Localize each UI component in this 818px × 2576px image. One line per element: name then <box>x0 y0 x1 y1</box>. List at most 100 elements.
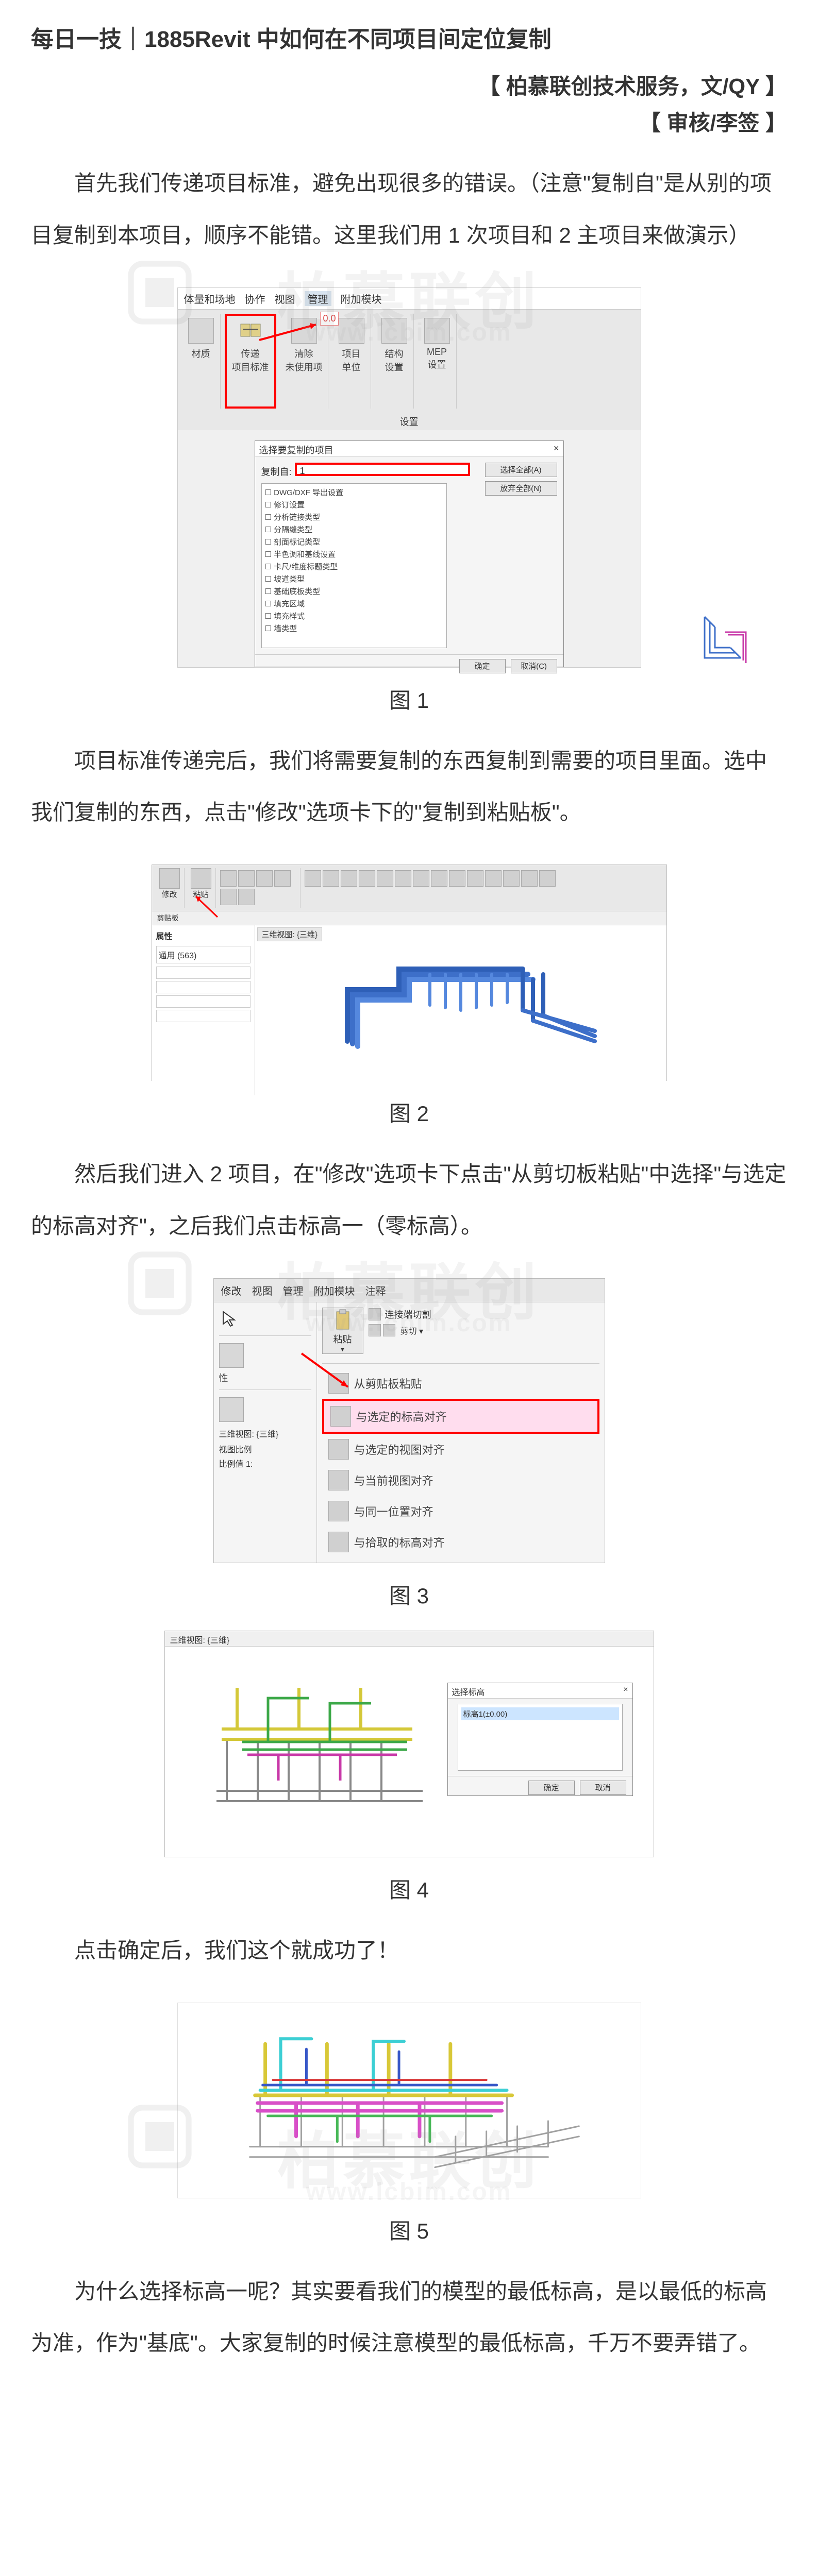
tool-button[interactable] <box>220 870 237 887</box>
align-picked-level-item[interactable]: 与拾取的标高对齐 <box>322 1527 599 1557</box>
tool-button[interactable] <box>238 889 255 905</box>
ribbon-tab[interactable]: 视图 <box>275 291 295 306</box>
tool-button[interactable] <box>539 870 556 887</box>
tool-button[interactable] <box>467 870 483 887</box>
figure-3-block: 柏慕联创 www.lcbim.com 修改 视图 管理 附加模块 注释 性 三维… <box>31 1273 787 1610</box>
tool-button[interactable] <box>395 870 411 887</box>
paragraph-5: 为什么选择标高一呢？其实要看我们的模型的最低标高，是以最低的标高为准，作为"基底… <box>31 2266 787 2370</box>
list-item[interactable]: 卡尺/维度标题类型 <box>265 561 443 573</box>
list-item[interactable]: 分隔缝类型 <box>265 524 443 536</box>
ribbon-tab[interactable]: 视图 <box>252 1283 273 1298</box>
dialog-titlebar: 选择要复制的项目 × <box>255 441 563 456</box>
cancel-button[interactable]: 取消 <box>580 1781 626 1795</box>
structural-settings-button[interactable] <box>381 318 407 344</box>
pipe-model-icon <box>306 938 615 1082</box>
cancel-button[interactable]: 取消(C) <box>511 659 557 673</box>
tool-button[interactable] <box>238 870 255 887</box>
list-item[interactable]: 墙类型 <box>265 623 443 635</box>
close-icon[interactable]: × <box>623 1685 628 1696</box>
list-item[interactable]: 填充区域 <box>265 598 443 611</box>
ribbon-tab[interactable]: 修改 <box>221 1283 242 1298</box>
ribbon-tab[interactable]: 体量和场地 <box>184 291 236 306</box>
property-row[interactable] <box>156 995 251 1008</box>
view-icon[interactable] <box>219 1397 244 1422</box>
paste-button[interactable] <box>191 868 211 889</box>
close-icon[interactable]: × <box>554 443 559 454</box>
figure-4-caption: 图 4 <box>389 1873 429 1904</box>
tool-button[interactable] <box>359 870 375 887</box>
ribbon-tab[interactable]: 协作 <box>245 291 265 306</box>
paragraph-4: 点击确定后，我们这个就成功了！ <box>31 1925 787 1977</box>
ok-button[interactable]: 确定 <box>459 659 506 673</box>
ribbon-tab[interactable]: 注释 <box>365 1283 386 1298</box>
align-same-position-item[interactable]: 与同一位置对齐 <box>322 1496 599 1527</box>
tool-icon[interactable] <box>369 1324 381 1336</box>
copy-from-dropdown[interactable]: 1 <box>295 463 470 476</box>
scale-value-label: 比例值 1: <box>219 1457 311 1469</box>
tool-button[interactable] <box>256 870 273 887</box>
list-item[interactable]: 半色调和基线设置 <box>265 549 443 561</box>
align-picked-icon <box>328 1532 349 1552</box>
final-model-icon <box>178 2003 641 2198</box>
list-item[interactable]: 剖面标记类型 <box>265 536 443 549</box>
ribbon-tab[interactable]: 管理 <box>283 1283 304 1298</box>
list-item[interactable]: DWG/DXF 导出设置 <box>265 487 443 499</box>
mep-settings-button[interactable] <box>424 318 450 344</box>
tool-button[interactable] <box>449 870 465 887</box>
ribbon-group: 结构 设置 <box>375 314 414 409</box>
tool-button[interactable] <box>413 870 429 887</box>
tool-button[interactable] <box>485 870 502 887</box>
red-arrow-annotation <box>259 322 321 343</box>
list-item[interactable]: 填充样式 <box>265 611 443 623</box>
units-button[interactable] <box>339 318 364 344</box>
property-row[interactable] <box>156 967 251 979</box>
byline-author: 【 柏慕联创技术服务，文/QY 】 <box>31 69 787 100</box>
property-icon[interactable] <box>219 1343 244 1368</box>
cut-join-icon[interactable] <box>369 1308 381 1320</box>
cursor-icon <box>219 1308 240 1328</box>
figure-5-caption: 图 5 <box>389 2214 429 2245</box>
tool-button[interactable] <box>503 870 520 887</box>
paste-dropdown-button[interactable]: 粘贴 ▼ <box>322 1308 363 1354</box>
property-row[interactable] <box>156 1010 251 1022</box>
list-item[interactable]: 基础底板类型 <box>265 586 443 598</box>
select-none-button[interactable]: 放弃全部(N) <box>485 481 557 496</box>
list-item[interactable]: 修订设置 <box>265 499 443 512</box>
list-item[interactable]: 分析链接类型 <box>265 512 443 524</box>
tool-button[interactable] <box>431 870 447 887</box>
align-same-icon <box>328 1501 349 1521</box>
align-selected-level-item[interactable]: 与选定的标高对齐 <box>322 1399 599 1434</box>
align-selected-view-item[interactable]: 与选定的视图对齐 <box>322 1434 599 1465</box>
viewport-3d[interactable]: 三维视图: {三维} <box>255 925 666 1095</box>
tool-button[interactable] <box>274 870 291 887</box>
ok-button[interactable]: 确定 <box>528 1781 575 1795</box>
properties-panel: 属性 通用 (563) <box>152 925 255 1095</box>
figure-2-block: 修改 粘贴 <box>31 859 787 1128</box>
tool-button[interactable] <box>521 870 538 887</box>
paste-menu-panel: 粘贴 ▼ 连接端切割 剪切 ▾ <box>317 1302 605 1563</box>
ribbon-tab[interactable]: 附加模块 <box>314 1283 355 1298</box>
tool-button[interactable] <box>341 870 357 887</box>
level-list[interactable]: 标高1(±0.00) <box>458 1704 623 1771</box>
tool-icon[interactable] <box>383 1324 395 1336</box>
paste-from-clipboard-item[interactable]: 从剪贴板粘贴 <box>322 1368 599 1399</box>
standards-list[interactable]: DWG/DXF 导出设置 修订设置 分析链接类型 分隔缝类型 剖面标记类型 半色… <box>261 483 447 648</box>
modify-button[interactable] <box>159 868 180 889</box>
level-list-item[interactable]: 标高1(±0.00) <box>461 1707 619 1720</box>
ribbon-tab[interactable]: 管理 <box>305 291 331 306</box>
align-level-icon <box>330 1406 351 1427</box>
ribbon-tab[interactable]: 附加模块 <box>341 291 382 306</box>
align-current-view-item[interactable]: 与当前视图对齐 <box>322 1465 599 1496</box>
align-view-icon <box>328 1439 349 1460</box>
tool-button[interactable] <box>305 870 321 887</box>
ribbon-group: MEP 设置 <box>418 314 457 409</box>
tool-button[interactable] <box>377 870 393 887</box>
property-row[interactable] <box>156 981 251 993</box>
materials-button[interactable] <box>188 318 214 344</box>
purge-label: 清除 未使用项 <box>286 347 323 374</box>
select-level-dialog: 选择标高 × 标高1(±0.00) 确定 取消 <box>447 1683 633 1796</box>
mep-label: MEP 设置 <box>427 347 447 371</box>
list-item[interactable]: 坡道类型 <box>265 573 443 586</box>
tool-button[interactable] <box>323 870 339 887</box>
select-all-button[interactable]: 选择全部(A) <box>485 463 557 477</box>
